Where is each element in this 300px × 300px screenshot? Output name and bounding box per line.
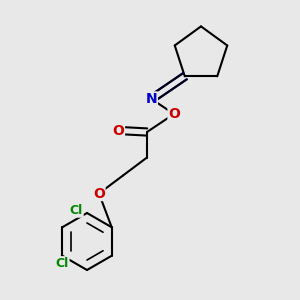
Text: O: O [93, 187, 105, 200]
Text: N: N [146, 92, 157, 106]
Text: Cl: Cl [56, 257, 69, 270]
Text: O: O [112, 124, 124, 137]
Text: O: O [168, 107, 180, 121]
Text: Cl: Cl [70, 204, 83, 217]
